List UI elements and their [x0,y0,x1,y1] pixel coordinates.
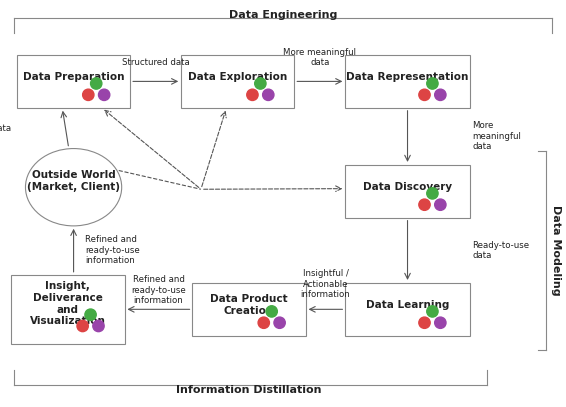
Text: Data Product
Creation: Data Product Creation [210,294,288,316]
Ellipse shape [98,89,110,101]
Text: Data Modeling: Data Modeling [551,205,561,295]
Text: Insight,
Deliverance
and
Visualization: Insight, Deliverance and Visualization [30,281,106,326]
FancyBboxPatch shape [192,283,306,336]
FancyBboxPatch shape [11,275,125,344]
Text: Data Learning: Data Learning [366,300,449,310]
Ellipse shape [435,199,446,210]
Ellipse shape [263,89,274,101]
Text: Insightful /
Actionable
information: Insightful / Actionable information [301,269,350,299]
Ellipse shape [427,78,438,89]
Text: Information Distillation: Information Distillation [176,385,322,395]
Ellipse shape [25,149,122,226]
Text: Structured data: Structured data [122,58,190,67]
Text: Raw data: Raw data [0,124,11,133]
Ellipse shape [435,89,446,101]
Text: Data Preparation: Data Preparation [23,72,125,82]
Ellipse shape [93,320,104,332]
Ellipse shape [258,317,269,328]
Ellipse shape [91,78,102,89]
Ellipse shape [427,188,438,199]
Text: Outside World
(Market, Client): Outside World (Market, Client) [27,170,120,192]
Ellipse shape [255,78,266,89]
Ellipse shape [435,317,446,328]
Text: Data Discovery: Data Discovery [363,182,452,192]
Ellipse shape [85,309,96,320]
Text: More
meaningful
data: More meaningful data [473,121,521,151]
FancyBboxPatch shape [181,55,294,108]
Ellipse shape [419,89,430,101]
Ellipse shape [77,320,88,332]
Ellipse shape [274,317,285,328]
Ellipse shape [247,89,258,101]
FancyBboxPatch shape [17,55,130,108]
Text: Data Exploration: Data Exploration [188,72,288,82]
Text: Refined and
ready-to-use
information: Refined and ready-to-use information [131,276,186,305]
Ellipse shape [419,199,430,210]
Ellipse shape [427,306,438,317]
Text: Ready-to-use
data: Ready-to-use data [473,241,530,260]
Ellipse shape [83,89,94,101]
FancyBboxPatch shape [345,283,470,336]
Text: More meaningful
data: More meaningful data [284,48,356,67]
Text: Refined and
ready-to-use
information: Refined and ready-to-use information [85,235,140,265]
Text: Data Engineering: Data Engineering [229,10,337,20]
FancyBboxPatch shape [345,55,470,108]
Text: Data Representation: Data Representation [346,72,469,82]
FancyBboxPatch shape [345,165,470,218]
Ellipse shape [266,306,277,317]
Ellipse shape [419,317,430,328]
